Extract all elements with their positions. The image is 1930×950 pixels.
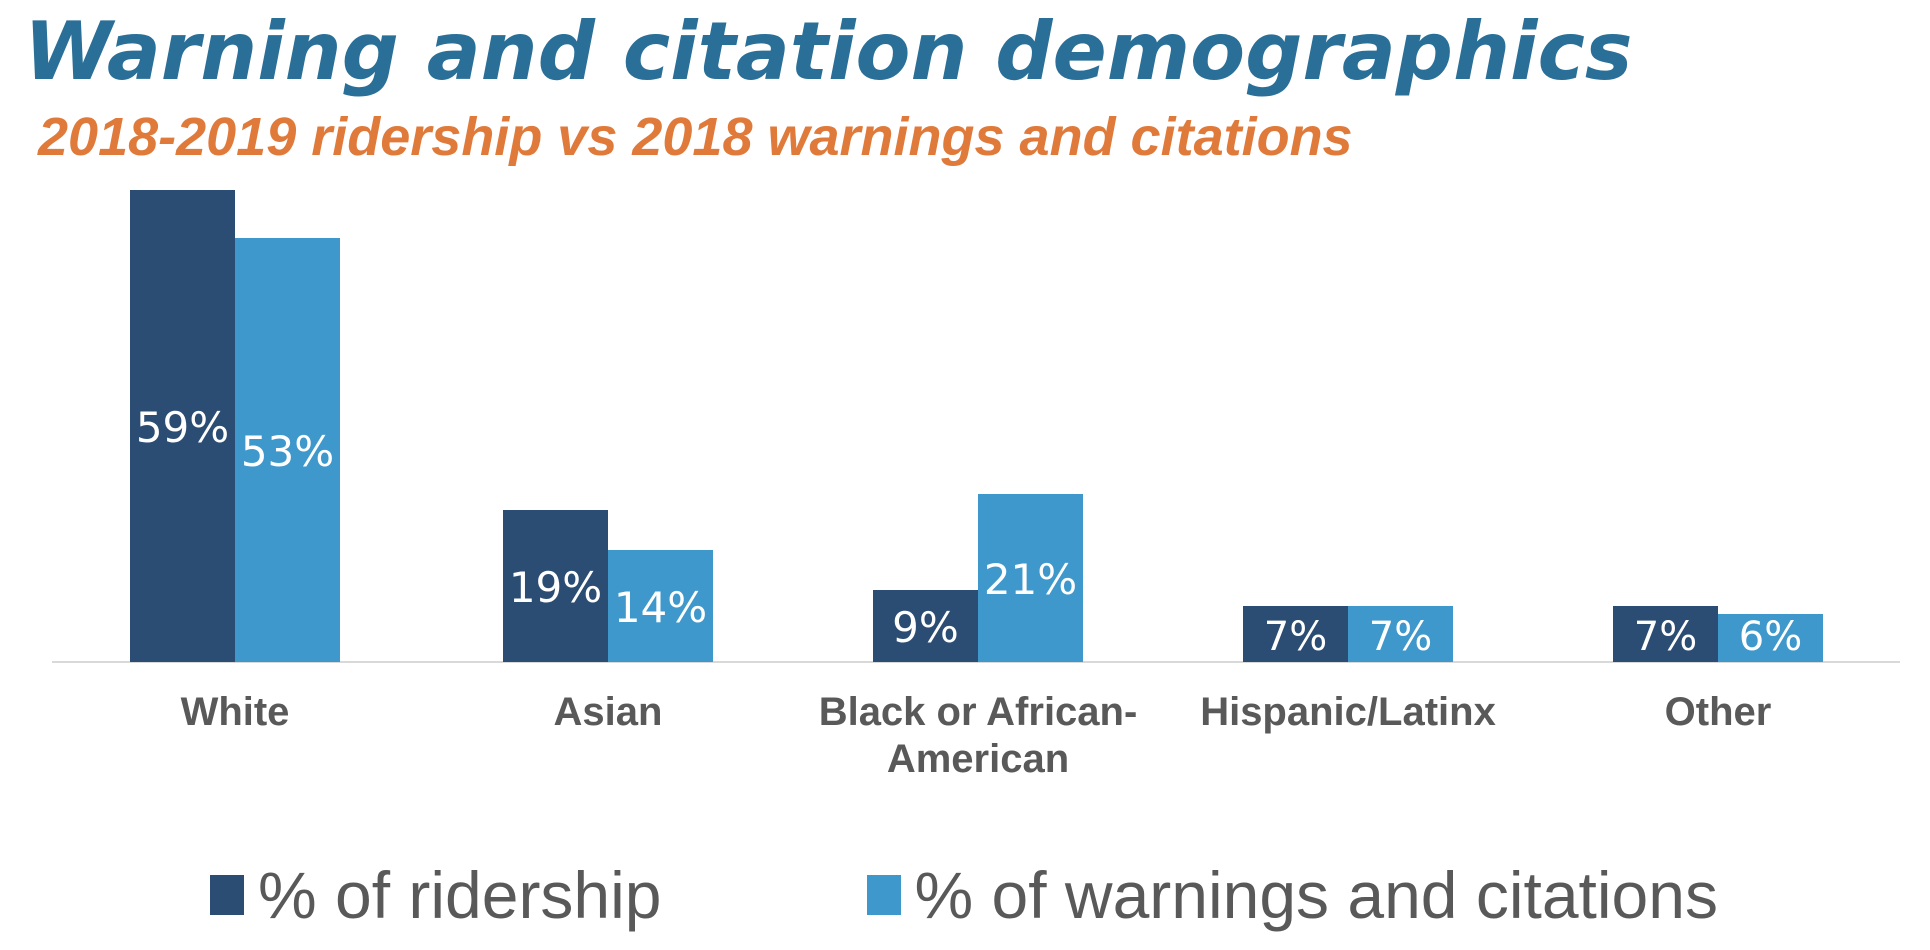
data-label-ridership-4: 7% — [1634, 614, 1697, 660]
data-label-ridership-2: 9% — [892, 603, 959, 652]
bar-warnings-3 — [1348, 606, 1453, 662]
bar-warnings-1 — [608, 550, 713, 662]
bar-ridership-1 — [503, 510, 608, 662]
bar-ridership-3 — [1243, 606, 1348, 662]
category-label-0: White — [181, 690, 290, 734]
data-label-warnings-2: 21% — [984, 555, 1077, 604]
category-label-1: Asian — [554, 690, 663, 734]
data-label-ridership-1: 19% — [509, 563, 602, 612]
chart-title: Warning and citation demographics — [24, 5, 1633, 98]
legend-item-warnings: % of warnings and citations — [866, 857, 1718, 933]
legend-item-ridership: % of ridership — [210, 857, 662, 933]
data-label-ridership-0: 59% — [136, 403, 229, 452]
data-label-warnings-1: 14% — [614, 583, 707, 632]
data-label-warnings-0: 53% — [241, 427, 334, 476]
category-label-4: Other — [1665, 690, 1772, 734]
legend-swatch-warnings — [866, 875, 901, 915]
bar-ridership-0 — [130, 190, 235, 662]
data-label-warnings-4: 6% — [1739, 614, 1802, 660]
legend-label-ridership: % of ridership — [258, 858, 662, 932]
category-label-3: Hispanic/Latinx — [1200, 690, 1496, 734]
legend: % of ridership % of warnings and citatio… — [210, 857, 1718, 933]
legend-swatch-ridership — [210, 875, 244, 915]
bar-warnings-0 — [235, 238, 340, 662]
data-label-warnings-3: 7% — [1369, 614, 1432, 660]
bar-ridership-4 — [1613, 606, 1718, 662]
bar-warnings-4 — [1718, 614, 1823, 662]
chart-subtitle: 2018-2019 ridership vs 2018 warnings and… — [38, 107, 1353, 167]
legend-label-warnings: % of warnings and citations — [914, 858, 1718, 932]
data-label-ridership-3: 7% — [1264, 614, 1327, 660]
bar-warnings-2 — [978, 494, 1083, 662]
bar-ridership-2 — [873, 590, 978, 662]
category-label-2: Black or African-American — [819, 690, 1138, 781]
